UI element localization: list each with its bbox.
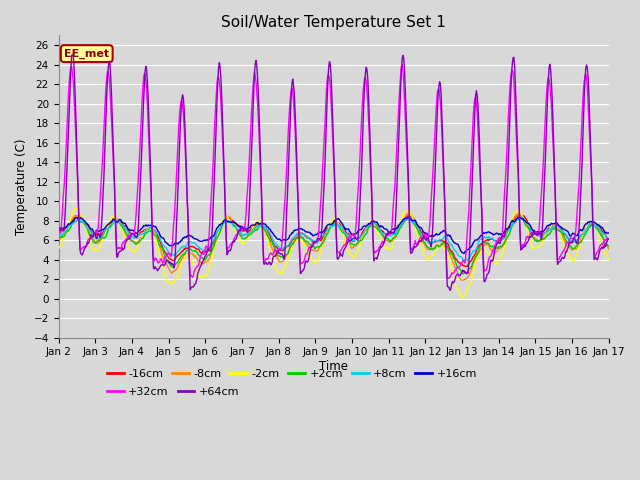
-16cm: [401, 216, 408, 222]
Line: +2cm: +2cm: [59, 218, 609, 274]
-2cm: [72, 206, 80, 212]
-2cm: [65, 222, 72, 228]
+2cm: [177, 253, 185, 259]
-16cm: [417, 228, 424, 234]
-2cm: [178, 261, 186, 266]
Y-axis label: Temperature (C): Temperature (C): [15, 138, 28, 235]
-8cm: [401, 215, 408, 221]
+16cm: [460, 251, 468, 256]
+8cm: [461, 258, 468, 264]
Line: -2cm: -2cm: [59, 209, 609, 298]
Title: Soil/Water Temperature Set 1: Soil/Water Temperature Set 1: [221, 15, 446, 30]
-8cm: [417, 236, 425, 241]
+64cm: [122, 239, 130, 245]
+16cm: [401, 216, 408, 222]
-8cm: [55, 236, 63, 242]
+2cm: [65, 228, 72, 233]
+2cm: [401, 218, 408, 224]
-8cm: [605, 246, 612, 252]
+64cm: [605, 236, 612, 242]
-2cm: [55, 246, 63, 252]
+2cm: [417, 232, 424, 238]
-8cm: [405, 210, 413, 216]
Text: EE_met: EE_met: [64, 48, 109, 59]
Line: +32cm: +32cm: [59, 65, 609, 278]
+32cm: [55, 225, 63, 231]
+64cm: [401, 85, 409, 91]
-2cm: [207, 260, 215, 265]
+64cm: [207, 248, 215, 253]
+2cm: [122, 228, 129, 234]
+16cm: [122, 220, 129, 226]
+32cm: [65, 89, 72, 95]
-8cm: [122, 229, 129, 235]
+32cm: [446, 275, 454, 281]
-16cm: [206, 244, 214, 250]
-8cm: [206, 254, 214, 260]
+64cm: [417, 239, 425, 244]
Line: +64cm: +64cm: [59, 55, 609, 290]
-8cm: [65, 223, 72, 229]
-2cm: [401, 208, 409, 214]
-8cm: [177, 258, 185, 264]
-16cm: [513, 213, 521, 218]
Legend: +32cm, +64cm: +32cm, +64cm: [102, 383, 244, 401]
Line: +16cm: +16cm: [59, 217, 609, 253]
Line: -16cm: -16cm: [59, 216, 609, 266]
+8cm: [55, 228, 63, 234]
+8cm: [417, 230, 424, 236]
-2cm: [605, 256, 612, 262]
+8cm: [177, 244, 185, 250]
+8cm: [206, 243, 214, 249]
X-axis label: Time: Time: [319, 360, 348, 373]
+2cm: [206, 252, 214, 257]
+64cm: [55, 229, 63, 235]
Line: +8cm: +8cm: [59, 216, 609, 261]
+64cm: [65, 126, 72, 132]
+32cm: [206, 211, 214, 217]
Line: -8cm: -8cm: [59, 213, 609, 280]
+32cm: [398, 62, 406, 68]
+32cm: [401, 114, 409, 120]
+8cm: [122, 226, 129, 231]
+16cm: [55, 225, 63, 231]
+2cm: [55, 234, 63, 240]
+32cm: [417, 235, 425, 241]
+2cm: [459, 271, 467, 276]
+32cm: [177, 98, 185, 104]
+16cm: [417, 225, 425, 231]
+16cm: [605, 230, 612, 236]
+32cm: [605, 237, 612, 242]
+16cm: [206, 235, 214, 241]
+16cm: [65, 221, 72, 227]
-16cm: [605, 236, 612, 241]
-16cm: [462, 264, 470, 269]
-16cm: [55, 227, 63, 233]
+64cm: [178, 96, 186, 101]
-16cm: [122, 223, 129, 229]
+8cm: [65, 224, 72, 229]
+8cm: [517, 214, 525, 219]
+2cm: [518, 215, 526, 221]
-8cm: [459, 277, 467, 283]
-2cm: [417, 243, 425, 249]
+16cm: [177, 238, 185, 243]
+8cm: [605, 236, 612, 241]
+2cm: [605, 243, 612, 249]
-16cm: [65, 222, 72, 228]
+64cm: [68, 52, 76, 58]
+16cm: [404, 215, 412, 220]
-16cm: [177, 250, 185, 255]
-2cm: [122, 237, 130, 243]
+64cm: [447, 288, 454, 293]
-2cm: [458, 295, 466, 300]
+32cm: [122, 237, 129, 243]
+8cm: [401, 217, 408, 223]
